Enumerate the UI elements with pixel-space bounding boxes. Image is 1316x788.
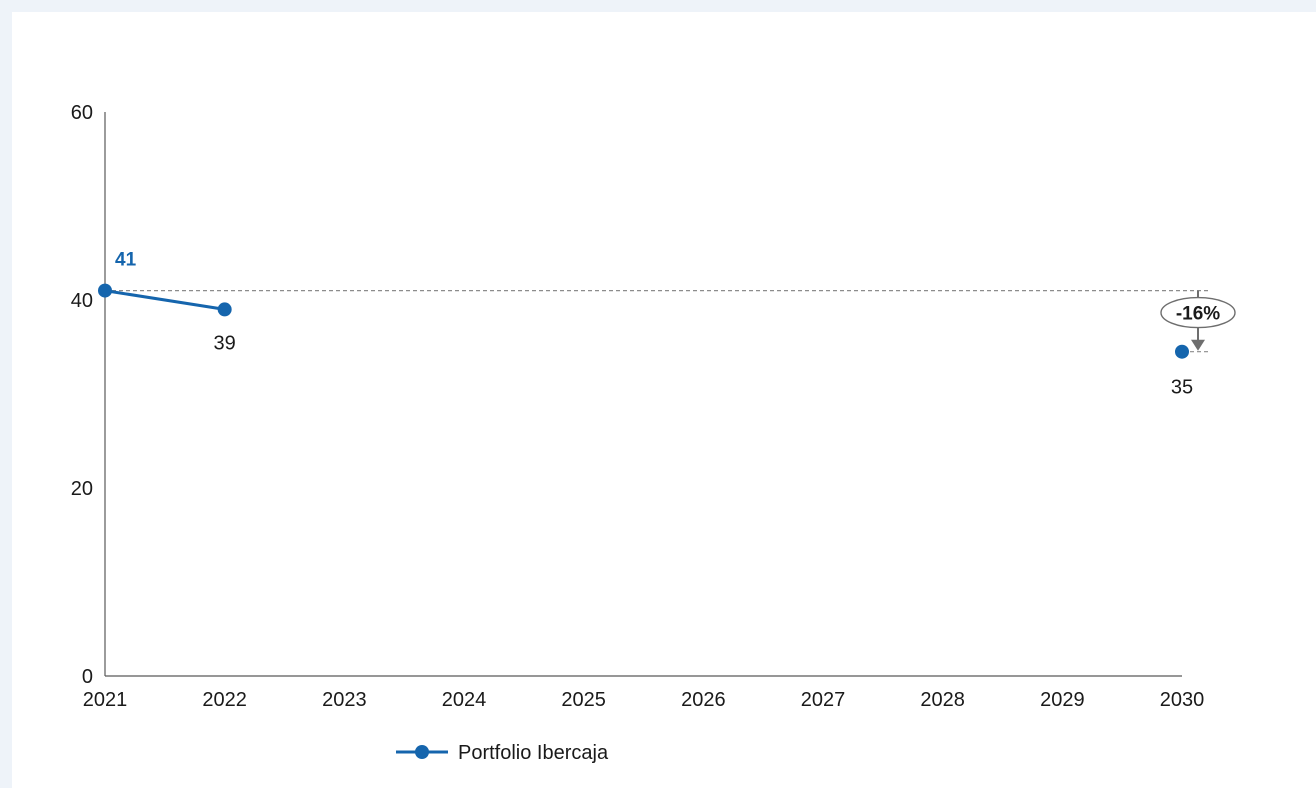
y-tick-labels: 0 20 40 60 [71, 102, 93, 688]
legend-label: Portfolio Ibercaja [458, 742, 609, 764]
x-tick-label: 2027 [801, 689, 846, 711]
series-line [104, 289, 225, 311]
x-tick-labels: 2021 2022 2023 2024 2025 2026 2027 2028 2029 2030 [83, 689, 1205, 711]
x-tick-label: 2030 [1160, 689, 1205, 711]
target-label: 35 [1171, 377, 1193, 399]
data-point [217, 302, 232, 317]
delta-bubble [1160, 296, 1236, 329]
line-chart: 0 20 40 60 2021 2022 2023 2024 2025 2026 2027 2028… [71, 102, 1236, 764]
axes [104, 112, 1182, 677]
target-group: 35 [1171, 344, 1193, 399]
x-tick-label: 2023 [322, 689, 367, 711]
chart-panel: 0 20 40 60 2021 2022 2023 2024 2025 2026 2027 2028… [12, 12, 1316, 788]
series-group: 41 39 [98, 250, 236, 354]
x-tick-label: 2025 [561, 689, 606, 711]
x-tick-label: 2024 [442, 689, 487, 711]
x-tick-label: 2029 [1040, 689, 1085, 711]
data-point [98, 283, 112, 298]
legend[interactable]: Portfolio Ibercaja [396, 742, 609, 764]
delta-percentage: -16% [1176, 304, 1220, 325]
x-tick-label: 2028 [920, 689, 965, 711]
legend-marker-swatch [415, 745, 429, 759]
data-label: 41 [115, 250, 137, 271]
y-tick-label: 60 [71, 102, 93, 124]
target-point [1175, 344, 1189, 359]
x-tick-label: 2026 [681, 689, 726, 711]
x-tick-label: 2022 [202, 689, 247, 711]
delta-arrow-head [1191, 339, 1205, 351]
y-tick-label: 20 [71, 478, 93, 500]
y-tick-label: 0 [82, 666, 93, 688]
x-tick-label: 2021 [83, 689, 128, 711]
data-label: 39 [214, 332, 236, 354]
y-tick-label: 40 [71, 290, 93, 312]
annotation-group: -16% [1160, 290, 1236, 353]
